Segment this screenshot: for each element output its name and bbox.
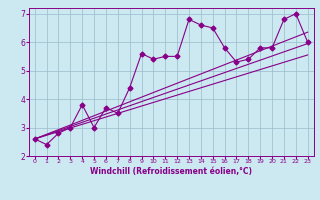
X-axis label: Windchill (Refroidissement éolien,°C): Windchill (Refroidissement éolien,°C) — [90, 167, 252, 176]
